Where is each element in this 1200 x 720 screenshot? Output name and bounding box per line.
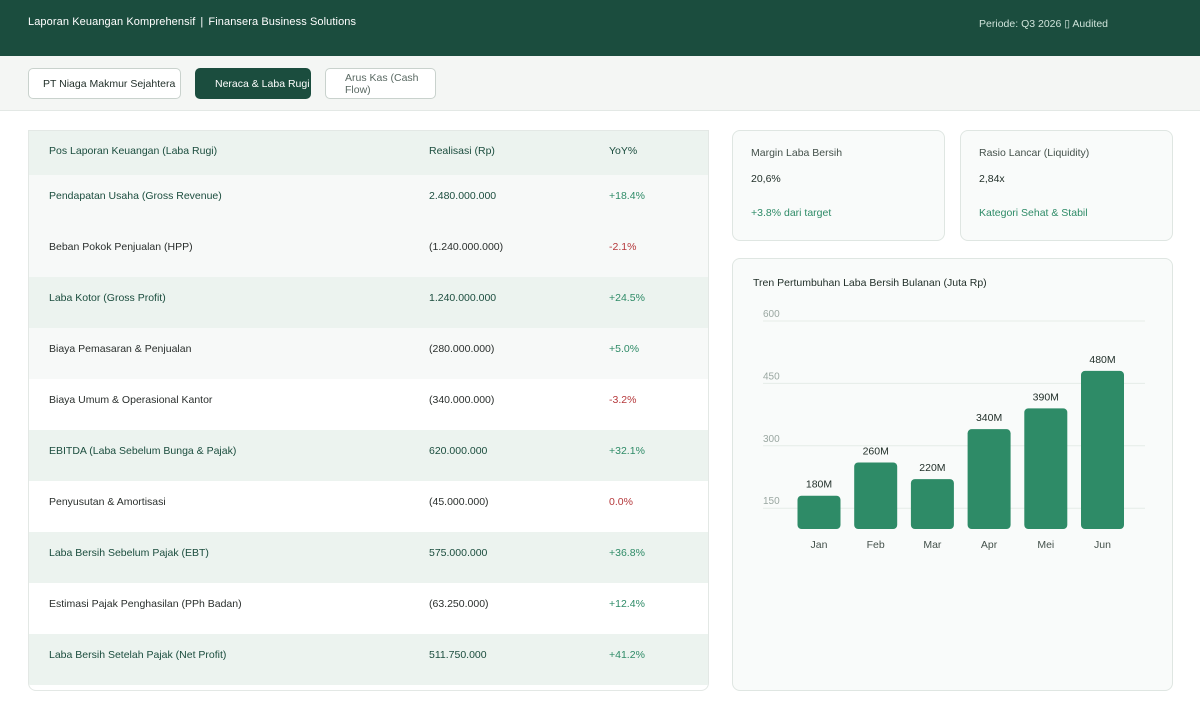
row-item: Biaya Umum & Operasional Kantor	[49, 394, 213, 406]
row-item: Beban Pokok Penjualan (HPP)	[49, 241, 193, 253]
company-brand: Finansera Business Solutions	[208, 16, 357, 28]
row-item: Laba Bersih Setelah Pajak (Net Profit)	[49, 649, 227, 661]
table-row: Pendapatan Usaha (Gross Revenue) 2.480.0…	[29, 175, 708, 226]
bar	[1081, 370, 1124, 529]
toolbar: PT Niaga Makmur Sejahtera Neraca & Laba …	[0, 56, 1200, 111]
data-label: 480M	[1089, 354, 1115, 366]
table-row: Laba Kotor (Gross Profit) 1.240.000.000 …	[29, 277, 708, 328]
row-yoy: +12.4%	[609, 598, 645, 610]
row-yoy: +5.0%	[609, 343, 640, 355]
tab-cash-flow-label: Arus Kas (Cash Flow)	[345, 71, 419, 96]
period-badge: Periode: Q3 2026 ▯ Audited	[979, 18, 1108, 30]
row-value: (280.000.000)	[429, 343, 495, 355]
x-tick-label: Apr	[981, 539, 998, 551]
x-tick-label: Feb	[867, 539, 885, 551]
y-tick-label: 150	[763, 496, 780, 507]
bar	[1024, 408, 1068, 529]
chart-title: Tren Pertumbuhan Laba Bersih Bulanan (Ju…	[753, 277, 987, 289]
row-item: Laba Bersih Sebelum Pajak (EBT)	[49, 547, 209, 559]
kpi-net-margin-card: Margin Laba Bersih 20,6% +3.8% dari targ…	[732, 130, 945, 241]
row-item: EBITDA (Laba Sebelum Bunga & Pajak)	[49, 445, 237, 457]
bar	[797, 495, 841, 529]
table-header: Pos Laporan Keuangan (Laba Rugi) Realisa…	[29, 131, 708, 175]
table-row: EBITDA (Laba Sebelum Bunga & Pajak) 620.…	[29, 430, 708, 481]
y-tick-label: 450	[763, 371, 780, 382]
tab-balance-income[interactable]: Neraca & Laba Rugi	[195, 68, 311, 99]
data-label: 180M	[806, 479, 832, 491]
row-yoy: -3.2%	[609, 394, 637, 406]
x-tick-label: Mei	[1037, 539, 1054, 551]
table-row: Estimasi Pajak Penghasilan (PPh Badan) (…	[29, 583, 708, 634]
row-item: Estimasi Pajak Penghasilan (PPh Badan)	[49, 598, 242, 610]
kpi-value: 20,6%	[751, 173, 781, 185]
data-label: 220M	[919, 462, 945, 474]
col-header-yoy: YoY%	[609, 145, 638, 157]
table-row: Biaya Umum & Operasional Kantor (340.000…	[29, 379, 708, 430]
row-value: 1.240.000.000	[429, 292, 497, 304]
col-header-value: Realisasi (Rp)	[429, 145, 495, 157]
row-item: Biaya Pemasaran & Penjualan	[49, 343, 192, 355]
row-value: (63.250.000)	[429, 598, 489, 610]
profit-trend-chart: 150 300 450 600 180M Jan 260M Feb 220M Mar 340M Apr…	[763, 309, 1145, 551]
bar	[967, 429, 1011, 529]
profit-trend-chart-card: Tren Pertumbuhan Laba Bersih Bulanan (Ju…	[732, 258, 1173, 691]
row-value: 2.480.000.000	[429, 190, 497, 202]
x-tick-label: Mar	[923, 539, 942, 551]
bar	[854, 462, 898, 529]
data-label: 340M	[976, 412, 1002, 424]
x-tick-label: Jun	[1094, 539, 1111, 551]
row-yoy: +41.2%	[609, 649, 645, 661]
y-tick-label: 600	[763, 309, 780, 320]
data-label: 260M	[863, 445, 889, 457]
table-row: Biaya Pemasaran & Penjualan (280.000.000…	[29, 328, 708, 379]
row-value: (1.240.000.000)	[429, 241, 504, 253]
row-value: 511.750.000	[429, 649, 487, 661]
row-yoy: +18.4%	[609, 190, 645, 202]
kpi-liquidity-card: Rasio Lancar (Liquidity) 2,84x Kategori …	[960, 130, 1173, 241]
app-header: Laporan Keuangan Komprehensif | Finansera …	[0, 0, 1200, 56]
kpi-label: Margin Laba Bersih	[751, 147, 843, 159]
tab-balance-income-label: Neraca & Laba Rugi	[215, 77, 310, 90]
x-tick-label: Jan	[811, 539, 828, 551]
table-row: Laba Bersih Setelah Pajak (Net Profit) 5…	[29, 634, 708, 685]
row-value: (340.000.000)	[429, 394, 495, 406]
report-title-text: Laporan Keuangan Komprehensif	[28, 16, 196, 28]
table-row: Penyusutan & Amortisasi (45.000.000) 0.0…	[29, 481, 708, 532]
kpi-value: 2,84x	[979, 173, 1005, 185]
kpi-label: Rasio Lancar (Liquidity)	[979, 147, 1090, 159]
bar	[910, 479, 954, 529]
col-header-item: Pos Laporan Keuangan (Laba Rugi)	[49, 145, 218, 157]
report-title: Laporan Keuangan Komprehensif | Finansera …	[28, 16, 356, 28]
row-yoy: 0.0%	[609, 496, 633, 508]
row-item: Laba Kotor (Gross Profit)	[49, 292, 166, 304]
y-tick-label: 300	[763, 434, 780, 445]
tab-cash-flow[interactable]: Arus Kas (Cash Flow)	[325, 68, 436, 99]
kpi-note: +3.8% dari target	[751, 207, 832, 219]
row-yoy: +24.5%	[609, 292, 645, 304]
title-separator: |	[200, 16, 204, 28]
row-item: Penyusutan & Amortisasi	[49, 496, 166, 508]
row-item: Pendapatan Usaha (Gross Revenue)	[49, 190, 222, 202]
data-label: 390M	[1033, 391, 1059, 403]
row-value: 575.000.000	[429, 547, 488, 559]
row-yoy: -2.1%	[609, 241, 637, 253]
row-value: (45.000.000)	[429, 496, 489, 508]
company-selector-label: PT Niaga Makmur Sejahtera	[43, 77, 176, 90]
table-row: Beban Pokok Penjualan (HPP) (1.240.000.0…	[29, 226, 708, 277]
kpi-note: Kategori Sehat & Stabil	[979, 207, 1088, 219]
row-yoy: +36.8%	[609, 547, 645, 559]
income-statement-table: Pos Laporan Keuangan (Laba Rugi) Realisa…	[28, 130, 709, 691]
row-yoy: +32.1%	[609, 445, 645, 457]
table-row: Laba Bersih Sebelum Pajak (EBT) 575.000.…	[29, 532, 708, 583]
row-value: 620.000.000	[429, 445, 488, 457]
company-selector[interactable]: PT Niaga Makmur Sejahtera	[28, 68, 181, 99]
